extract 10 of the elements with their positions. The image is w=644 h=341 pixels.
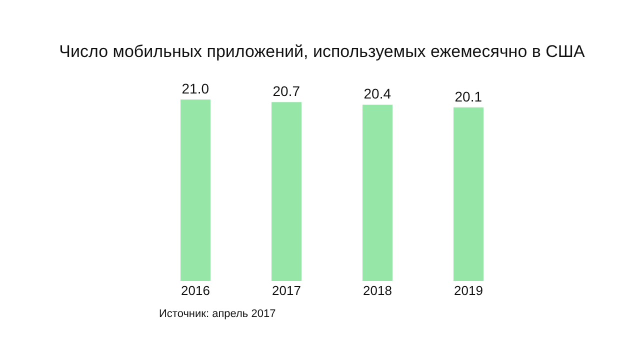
x-tick-label: 2019 [454,283,483,298]
data-label: 21.0 [182,80,210,97]
text: Источник: апрель 2017 [159,308,276,320]
data-label: 20.1 [454,88,482,104]
data-label: 20.4 [364,86,392,102]
x-tick-label: 2017 [272,283,301,298]
x-tick-label: 2016 [181,283,210,298]
x-tick-label: 2018 [363,283,392,298]
chart-title: Число мобильных приложений, используемых ежемесячно в США [59,42,586,62]
data-label: 20.7 [272,83,300,100]
